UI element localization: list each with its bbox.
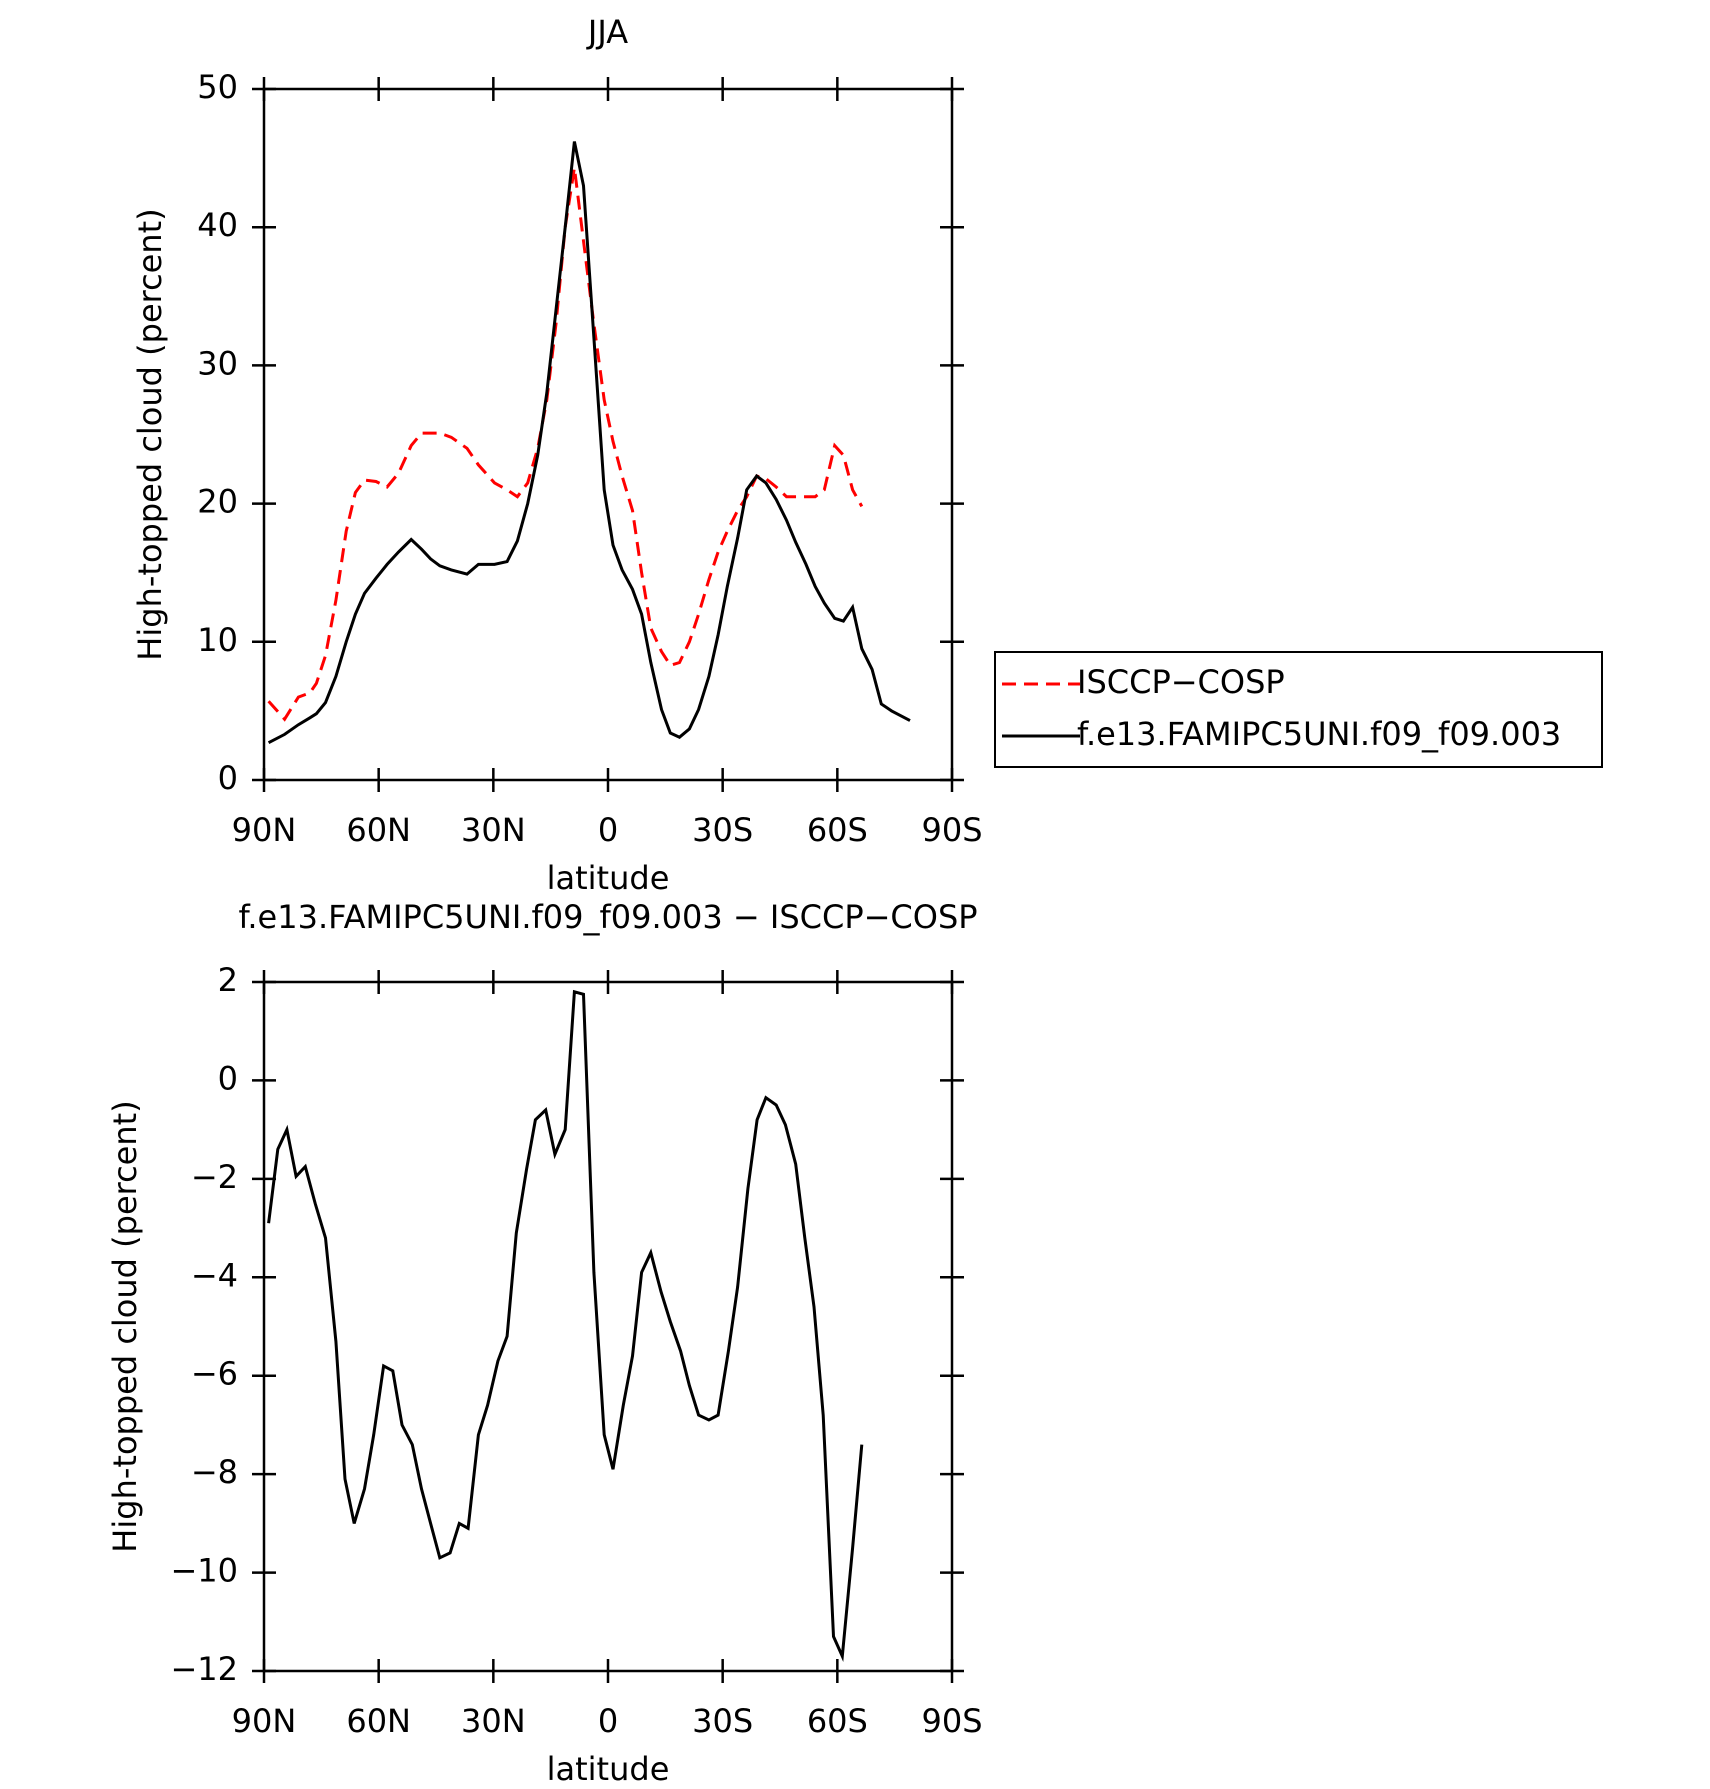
y-tick-label: 40 — [197, 206, 238, 244]
x-tick-label: 30S — [692, 811, 753, 849]
legend-label: ISCCP−COSP — [1077, 663, 1285, 701]
y-tick-label: 0 — [218, 759, 238, 797]
legend-box — [994, 651, 1603, 768]
y-tick-label: −12 — [170, 1650, 238, 1688]
plot-frame — [262, 980, 954, 1673]
x-tick-label: 60S — [807, 1702, 868, 1740]
y-tick-label: 2 — [218, 961, 238, 999]
y-tick-label: 30 — [197, 344, 238, 382]
x-tick-label: 60S — [807, 811, 868, 849]
y-tick-label: 50 — [197, 68, 238, 106]
y-tick-label: 10 — [197, 621, 238, 659]
x-tick-label: 90S — [921, 1702, 982, 1740]
x-tick-label: 30N — [461, 811, 526, 849]
chart-title: JJA — [586, 13, 628, 51]
y-tick-label: −2 — [191, 1158, 238, 1196]
x-axis-label: latitude — [547, 859, 670, 897]
series-line — [267, 989, 864, 1663]
x-tick-label: 90N — [232, 811, 297, 849]
x-tick-label: 60N — [346, 811, 411, 849]
x-tick-label: 0 — [598, 811, 618, 849]
y-axis-label: High-topped cloud (percent) — [131, 208, 169, 660]
y-tick-label: −4 — [191, 1256, 238, 1294]
y-tick-label: 20 — [197, 483, 238, 521]
x-axis-label: latitude — [547, 1750, 670, 1788]
series-line — [267, 141, 911, 745]
chart-title: f.e13.FAMIPC5UNI.f09_f09.003 − ISCCP−COS… — [238, 898, 977, 936]
y-tick-label: −10 — [170, 1552, 238, 1590]
x-tick-label: 0 — [598, 1702, 618, 1740]
legend-label: f.e13.FAMIPC5UNI.f09_f09.003 — [1077, 715, 1561, 753]
x-tick-label: 30N — [461, 1702, 526, 1740]
x-tick-label: 90S — [921, 811, 982, 849]
y-axis-label: High-topped cloud (percent) — [106, 1100, 144, 1552]
plot-frame — [262, 87, 954, 782]
y-tick-label: −6 — [191, 1355, 238, 1393]
y-tick-label: −8 — [191, 1453, 238, 1491]
x-tick-label: 90N — [232, 1702, 297, 1740]
series-line — [267, 167, 864, 722]
x-tick-label: 30S — [692, 1702, 753, 1740]
x-tick-label: 60N — [346, 1702, 411, 1740]
y-tick-label: 0 — [218, 1059, 238, 1097]
